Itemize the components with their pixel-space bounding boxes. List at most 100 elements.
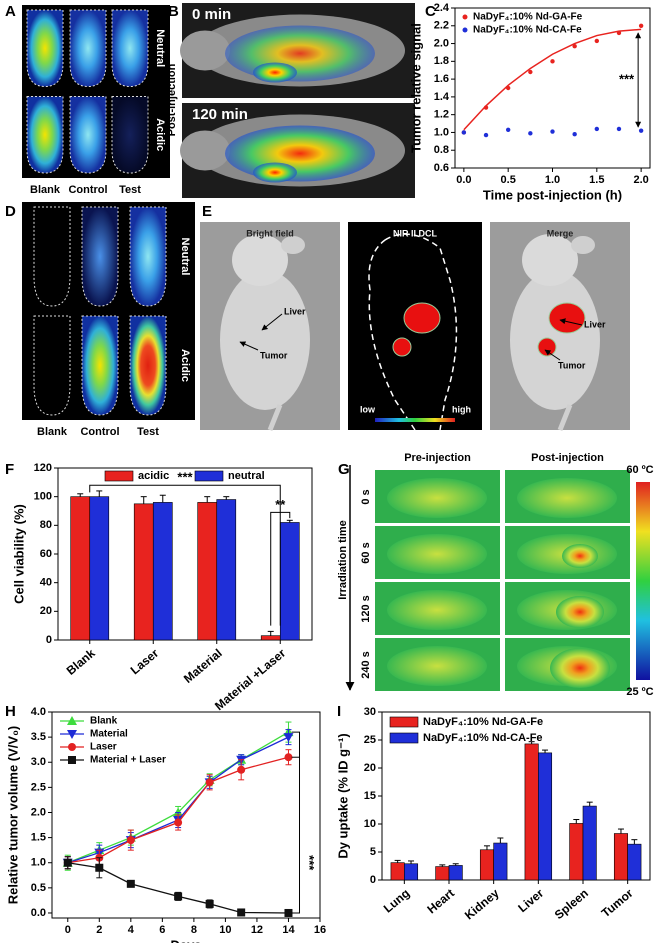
image-title: Bright field [246, 228, 294, 238]
x-tick-label: Kidney [462, 886, 502, 923]
tube-outline [26, 9, 64, 88]
time-label: 0 min [192, 6, 231, 23]
marker [284, 753, 293, 762]
signal [253, 162, 297, 183]
signal [225, 25, 375, 82]
marker [126, 836, 135, 845]
panel-letter: D [5, 203, 16, 220]
marker [67, 716, 77, 725]
bar [524, 743, 539, 881]
y-tick-label: 60 [40, 548, 52, 560]
bar [582, 805, 597, 881]
x-tick-label: 10 [219, 924, 231, 936]
mouse-tail [267, 404, 283, 431]
legend-swatch [194, 470, 224, 482]
data-point [550, 129, 555, 134]
side-label: Post-injection [166, 63, 178, 136]
annotation: *** [302, 855, 317, 871]
data-point [505, 85, 511, 91]
y-tick-label: 2.2 [434, 20, 449, 32]
column-label: Blank [37, 426, 68, 438]
x-axis-label: Time post-injection (h) [483, 187, 622, 202]
legend-label: NaDyF₄:10% Nd-GA-Fe [473, 12, 583, 23]
tube-outline [129, 315, 167, 416]
mouse-head [180, 30, 230, 71]
legend-label: acidic [138, 470, 169, 482]
tube-outline [69, 9, 107, 88]
bar [404, 863, 419, 881]
column-label: Post-injection [531, 452, 604, 464]
plot-frame [51, 711, 321, 919]
x-tick-label: 6 [159, 924, 165, 936]
column-label: Test [137, 426, 159, 438]
data-point [550, 59, 555, 64]
y-tick-label: 120 [34, 462, 52, 474]
tube-signal [27, 10, 63, 87]
tube-outline [81, 315, 119, 416]
legend-label: NaDyF₄:10% Nd-GA-Fe [423, 716, 543, 728]
x-tick-label: 0.5 [501, 174, 516, 186]
tube-signal [27, 96, 63, 173]
signal [403, 302, 441, 334]
x-axis-label: Days [170, 937, 201, 943]
arrow [559, 318, 583, 326]
bar [152, 502, 173, 641]
mouse-heat [517, 478, 617, 518]
y-tick-label: 2.4 [434, 2, 450, 14]
time-label: 120 min [192, 106, 248, 123]
data-point [483, 105, 489, 110]
y-tick-label: 25 [364, 734, 376, 746]
y-tick-label: 2.0 [434, 37, 449, 49]
x-tick-label: 16 [314, 924, 326, 936]
marker [205, 899, 214, 908]
bar [493, 842, 508, 881]
significance-bracket [291, 731, 301, 914]
marker [68, 756, 76, 764]
bar [133, 503, 154, 641]
y-tick-label: 0.6 [434, 162, 449, 174]
annotation: *** [619, 71, 635, 86]
scale-label: 60 ºC [626, 464, 653, 476]
bar [613, 833, 628, 881]
tube-outline [129, 206, 167, 307]
data-point [638, 23, 644, 28]
legend-label: Blank [90, 716, 118, 727]
panel-letter: B [168, 3, 179, 20]
panel-letter: F [5, 461, 14, 478]
signal [537, 337, 557, 357]
y-tick-label: 10 [364, 818, 376, 830]
y-tick-label: 0.0 [31, 907, 46, 919]
tube-signal [82, 316, 118, 415]
column-label: Control [68, 184, 107, 196]
x-tick-label: 0 [65, 924, 71, 936]
column-label: Pre-injection [404, 452, 471, 464]
arrow [544, 349, 561, 361]
scale-label: high [452, 404, 471, 414]
marker [126, 879, 135, 888]
tube-signal [70, 96, 106, 173]
image-title: Merge [547, 228, 574, 238]
marker [67, 730, 77, 739]
tube-signal [70, 10, 106, 87]
y-tick-label: 5 [370, 846, 376, 858]
x-tick-label: Liver [515, 886, 546, 915]
bar [479, 849, 494, 881]
mouse-heat [387, 590, 487, 630]
organ-label: Liver [284, 306, 306, 316]
arrow [261, 313, 283, 331]
y-tick-label: 1.8 [434, 55, 449, 67]
row-label: Neutral [154, 29, 166, 67]
tube-outline [111, 96, 149, 174]
fit-line [463, 28, 642, 131]
bar [260, 635, 281, 641]
marker [284, 908, 293, 917]
bar [89, 496, 110, 641]
tube-signal [130, 316, 166, 415]
y-axis-label: Dy uptake (% ID g⁻¹) [335, 733, 350, 858]
data-point [505, 127, 511, 132]
tube-signal [112, 10, 148, 87]
x-tick-label: 2 [96, 924, 102, 936]
marker [237, 908, 246, 917]
signal [548, 302, 586, 334]
